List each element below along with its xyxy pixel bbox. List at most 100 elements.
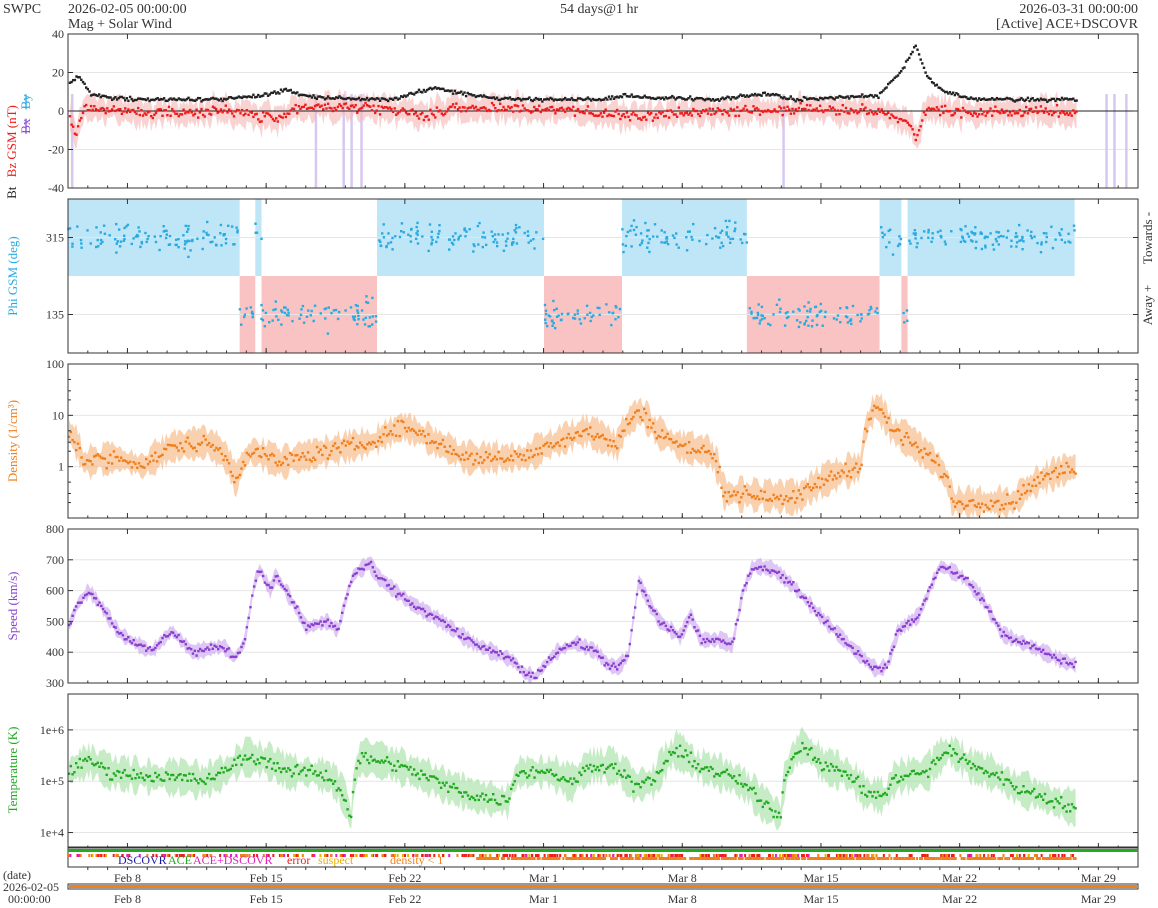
spd-point [659,623,662,626]
den-point [580,434,583,438]
phi-point [1018,223,1021,227]
den-point [317,451,320,454]
tmp-point [297,772,301,776]
bt-point [747,95,750,98]
bt-point [930,81,934,84]
phi-point [647,229,650,232]
spd-point [425,615,428,618]
bt-point [615,95,619,98]
tmp-point [182,774,186,777]
tmp-point [1060,796,1063,799]
tmp-point [874,796,878,799]
den-point [179,442,182,445]
bz-point [646,111,650,114]
spd-point [220,646,223,649]
spd-point [907,619,910,623]
den-point [123,459,126,462]
spd-point [880,670,883,673]
bt-point [111,98,114,101]
spd-point [403,598,407,601]
tmp-point [181,778,184,782]
tmp-point [741,785,745,788]
phi-point [914,232,917,235]
den-point [558,444,561,447]
spd-point [1056,658,1059,662]
phi-point [236,231,239,234]
bz-point [1067,113,1070,117]
den-point [136,466,139,469]
bz-point [628,119,632,122]
bt-point [825,96,828,100]
density-flag-mark [732,857,735,860]
bz-point [266,112,270,115]
phi-point [416,242,420,245]
bt-point [539,98,542,101]
spd-point [432,617,436,620]
bt-point [268,93,271,96]
tmp-point [644,778,648,781]
den-point [328,453,331,457]
bz-point [398,110,401,113]
bt-point [398,97,401,100]
bz-point [309,106,312,109]
flag-mark [559,854,562,857]
phi-point [902,312,905,315]
phi-series [67,219,1076,335]
bt-point [174,98,177,101]
tmp-point [353,778,356,781]
tmp-point [243,754,247,757]
bz-point [1018,108,1021,112]
flag-mark [908,854,911,857]
den-point [776,495,779,499]
tmp-point [954,751,957,755]
tmp-point [628,775,631,778]
bz-point [516,105,520,108]
spd-point [617,663,621,667]
bz-point [1038,110,1041,113]
phi-point [914,233,917,236]
flag-mark [91,854,94,857]
tmp-point [110,778,114,781]
phi-point [797,307,800,311]
den-point [643,407,646,411]
tmp-point [121,771,125,774]
den-point [114,455,117,459]
phi-point [206,220,209,224]
phi-point [184,224,187,228]
bt-point [318,95,322,98]
bt-point [242,95,245,98]
flag-mark [166,854,169,857]
bt-point [146,97,150,100]
spd-point [563,646,567,650]
bz-point [766,108,770,112]
den-point [73,441,76,444]
tmp-point [768,807,772,810]
den-point [962,507,966,510]
den-point [702,444,705,448]
den-point [849,476,853,479]
flag-mark [79,854,82,857]
bt-point [72,79,75,82]
tmp-point [134,777,137,780]
spd-point [287,593,290,596]
spd-point [1058,659,1061,662]
spd-point [382,578,385,581]
bz-point [242,114,245,117]
bt-point [372,97,375,101]
bz-point [575,109,578,112]
spd-point [182,640,186,643]
den-point [538,446,542,450]
flag-mark [521,854,524,857]
tmp-point [405,765,409,769]
bz-point [942,111,945,115]
spd-point [443,620,446,624]
bz-point [690,114,693,117]
phi-point [291,319,294,323]
bt-point [1072,97,1075,100]
bz-point [305,107,309,110]
tmp-point [1043,792,1047,796]
den-point [727,491,730,494]
tmp-point [1027,791,1030,794]
phi-point [139,245,142,249]
phi-point [720,229,724,232]
